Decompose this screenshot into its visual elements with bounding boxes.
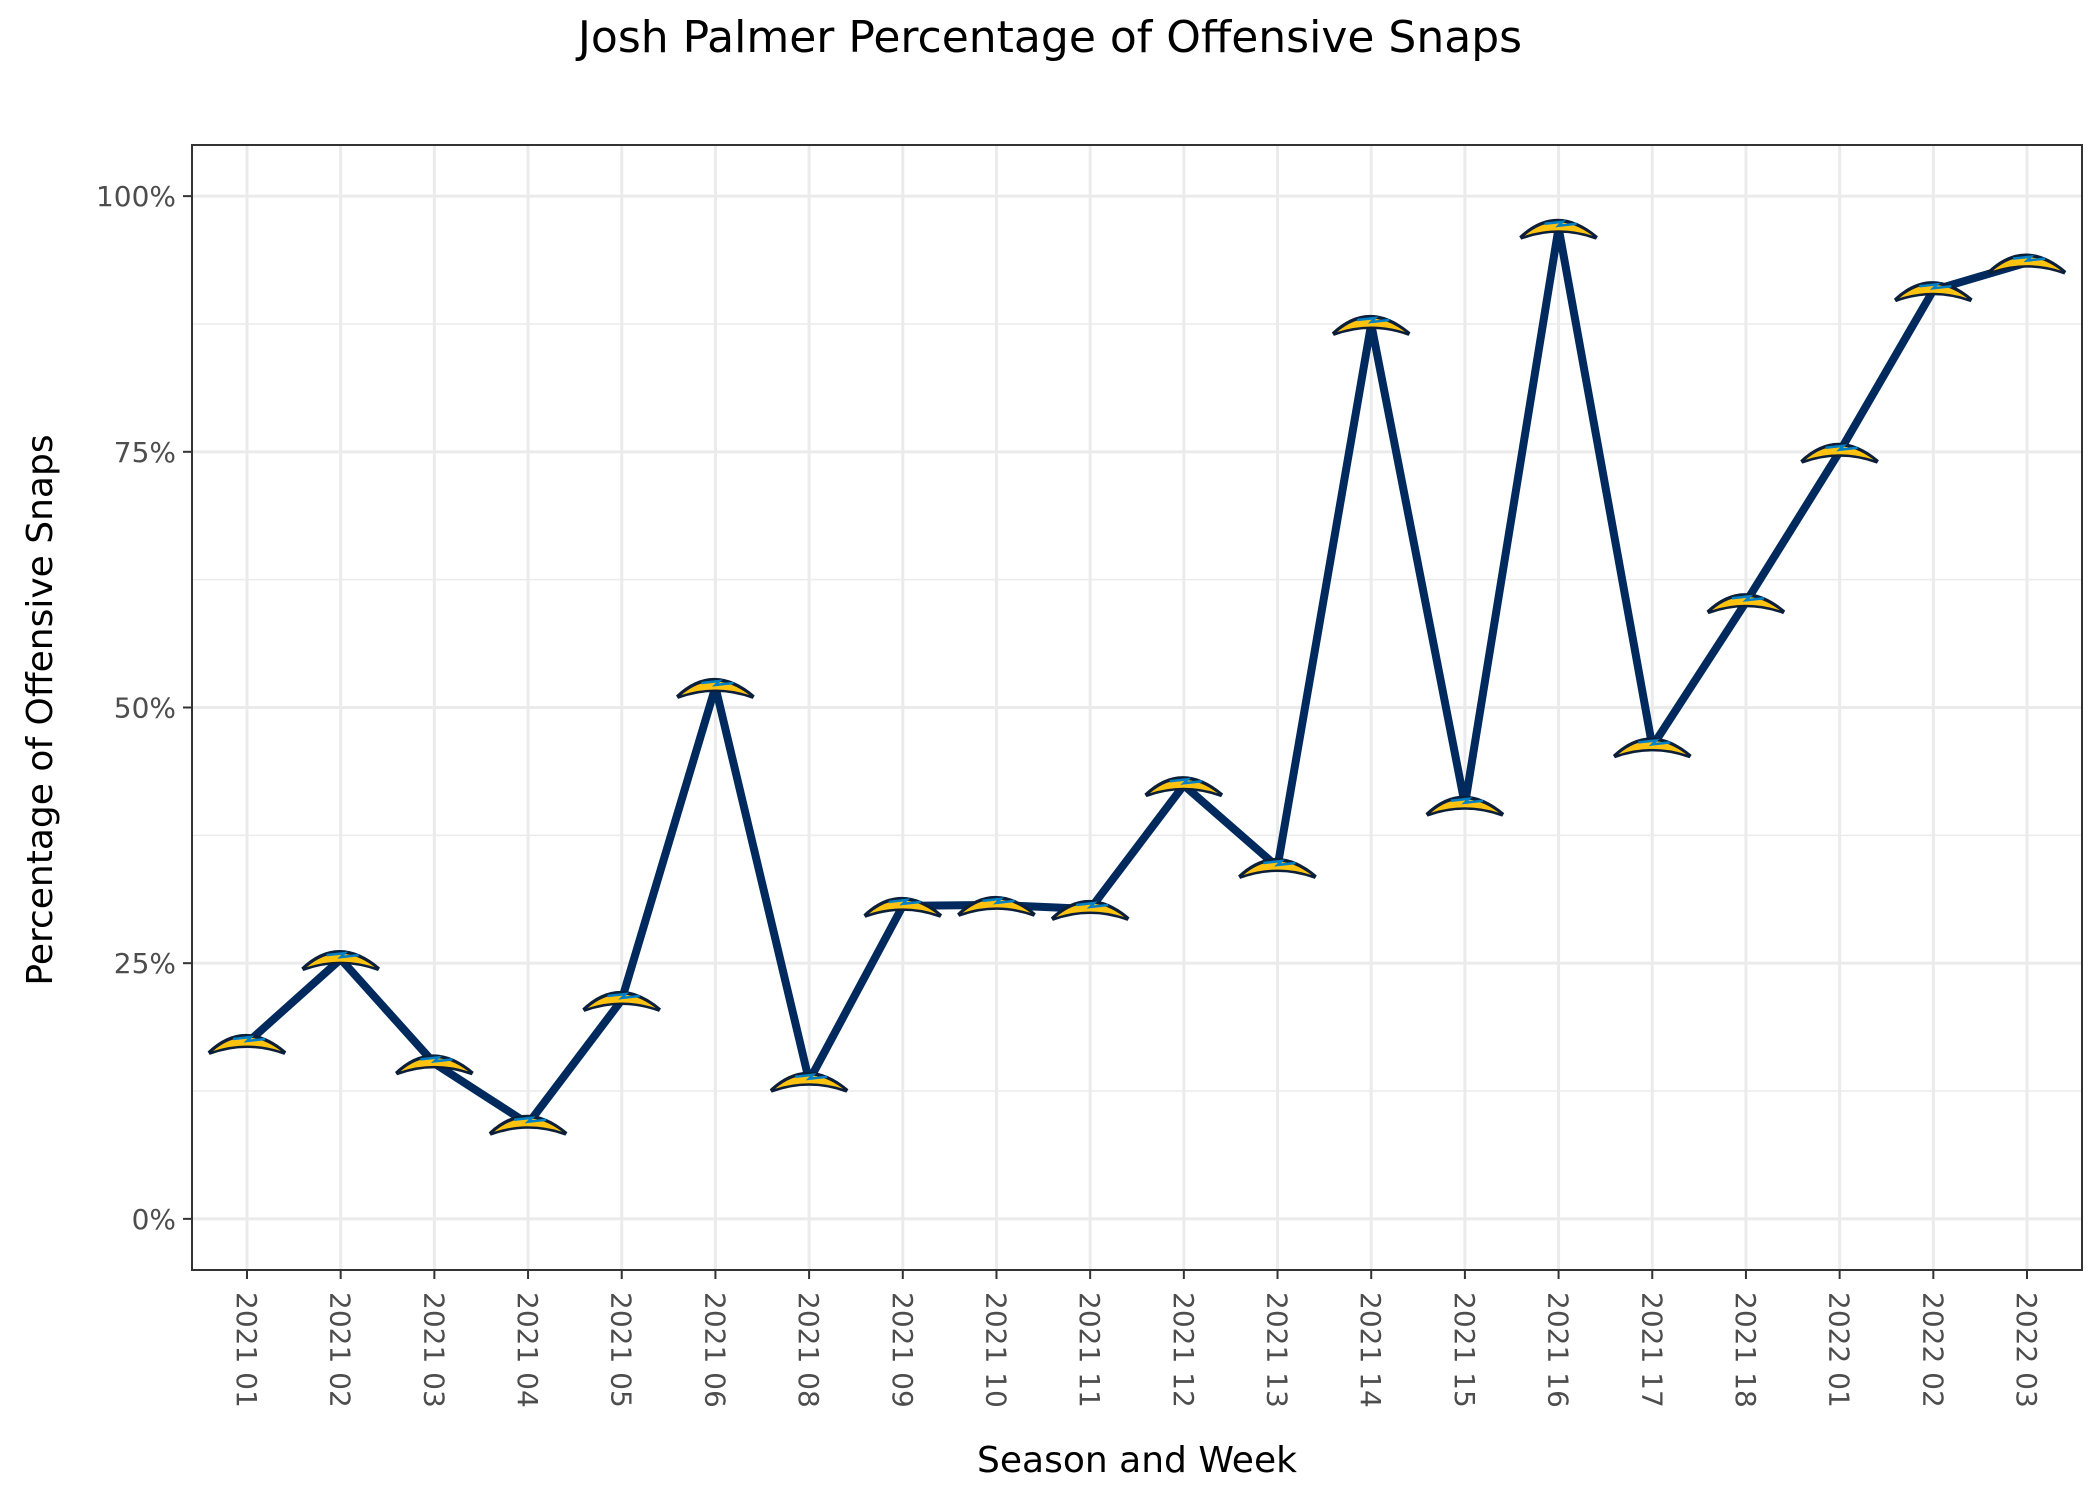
marker-bolt-stripe (1919, 282, 1952, 290)
x-tick-label: 2021 15 (1448, 1292, 1481, 1408)
y-axis-title: Percentage of Offensive Snaps (20, 434, 61, 985)
marker-fill (1899, 284, 1968, 299)
marker-bolt (1331, 315, 1411, 336)
marker-fill (1430, 799, 1499, 813)
marker-bolt (582, 991, 661, 1012)
marker-bolt (676, 678, 755, 699)
y-tick-label: 50% (114, 692, 176, 725)
y-tick-label: 100% (96, 180, 176, 213)
marker-fill (1337, 318, 1406, 332)
marker-bolt-stripe (982, 897, 1015, 905)
marker-bolt-stripe (1825, 444, 1858, 452)
marker-bolt (1519, 218, 1598, 240)
marker-bolt (207, 1034, 287, 1055)
x-tick-label: 2021 17 (1635, 1292, 1668, 1408)
y-tick-label: 0% (132, 1203, 176, 1236)
x-tick-label: 2021 12 (1167, 1292, 1200, 1408)
marker-bolt-stripe (1638, 738, 1671, 747)
marker-fill (1056, 903, 1125, 917)
marker-bolt (1706, 593, 1786, 615)
marker-bolt-stripe (1263, 859, 1296, 867)
marker-bolt-stripe (1450, 797, 1484, 805)
marker-fill (1524, 222, 1593, 236)
marker-fill (775, 1075, 844, 1089)
marker-bolt (301, 950, 380, 971)
x-tick-label: 2021 16 (1542, 1292, 1575, 1408)
marker-bolt-stripe (607, 992, 640, 1000)
grid-lines (192, 145, 2082, 1270)
marker-fill (1711, 596, 1780, 611)
x-tick-label: 2021 05 (605, 1292, 638, 1408)
y-axis: 0% 25% 50% 75% 100% (96, 180, 192, 1236)
x-axis-title: Season and Week (977, 1440, 1297, 1481)
marker-bolt-stripe (326, 951, 359, 959)
marker-fill (1243, 861, 1312, 875)
marker-bolt-stripe (1731, 594, 1765, 602)
x-tick-label: 2021 14 (1354, 1292, 1387, 1408)
marker-fill (1993, 257, 2061, 271)
marker-bolt-stripe (1076, 901, 1109, 909)
x-tick-label: 2021 08 (792, 1292, 825, 1408)
marker-bolt-stripe (513, 1116, 547, 1124)
marker-group (207, 218, 2067, 1136)
marker-fill (962, 899, 1031, 913)
marker-fill (494, 1118, 563, 1132)
marker-bolt (769, 1071, 849, 1093)
y-tick-label: 25% (114, 947, 176, 980)
marker-bolt-stripe (794, 1073, 828, 1081)
marker-fill (587, 994, 656, 1008)
marker-bolt-stripe (701, 679, 734, 687)
x-tick-label: 2021 18 (1729, 1292, 1762, 1408)
marker-fill (1149, 779, 1218, 794)
marker-bolt-stripe (1544, 220, 1577, 228)
chart-title: Josh Palmer Percentage of Offensive Snap… (577, 12, 1523, 63)
series-line (243, 223, 2031, 1128)
marker-bolt (1800, 442, 1879, 464)
x-tick-label: 2021 13 (1261, 1292, 1294, 1408)
x-tick-label: 2022 03 (2010, 1292, 2043, 1408)
x-tick-label: 2021 01 (230, 1292, 263, 1408)
marker-bolt (1893, 281, 1973, 303)
marker-bolt (1987, 253, 2067, 275)
x-tick-label: 2022 01 (1823, 1292, 1856, 1408)
x-tick-label: 2021 02 (324, 1292, 357, 1408)
x-axis: 2021 01 2021 02 2021 03 2021 04 2021 05 2021 … (230, 1270, 2043, 1408)
x-tick-label: 2021 09 (886, 1292, 919, 1408)
marker-bolt (1144, 776, 1224, 798)
y-tick-label: 75% (114, 436, 176, 469)
marker-fill (681, 681, 750, 695)
marker-bolt-stripe (232, 1035, 266, 1043)
marker-bolt (1050, 900, 1130, 921)
x-tick-label: 2021 10 (979, 1292, 1012, 1408)
marker-bolt (1425, 795, 1505, 817)
marker-bolt (957, 895, 1036, 917)
marker-bolt-stripe (2012, 254, 2046, 263)
marker-fill (306, 953, 375, 968)
marker-bolt (1238, 858, 1317, 879)
marker-bolt (395, 1054, 474, 1076)
marker-bolt-stripe (1357, 316, 1390, 324)
x-tick-label: 2021 04 (511, 1292, 544, 1408)
marker-bolt (863, 896, 943, 918)
x-tick-label: 2021 06 (698, 1292, 731, 1408)
marker-bolt-stripe (420, 1055, 453, 1064)
marker-fill (213, 1037, 281, 1051)
x-tick-label: 2021 11 (1073, 1292, 1106, 1408)
marker-fill (400, 1057, 469, 1072)
marker-bolt-stripe (888, 898, 921, 906)
x-tick-label: 2021 03 (417, 1292, 450, 1408)
marker-bolt (1612, 737, 1692, 759)
x-tick-label: 2022 02 (1916, 1292, 1949, 1408)
series-line-group (243, 223, 2031, 1128)
marker-fill (1805, 446, 1874, 460)
marker-bolt (488, 1114, 568, 1136)
marker-fill (868, 900, 937, 914)
marker-bolt-stripe (1169, 777, 1202, 785)
marker-fill (1618, 740, 1687, 755)
